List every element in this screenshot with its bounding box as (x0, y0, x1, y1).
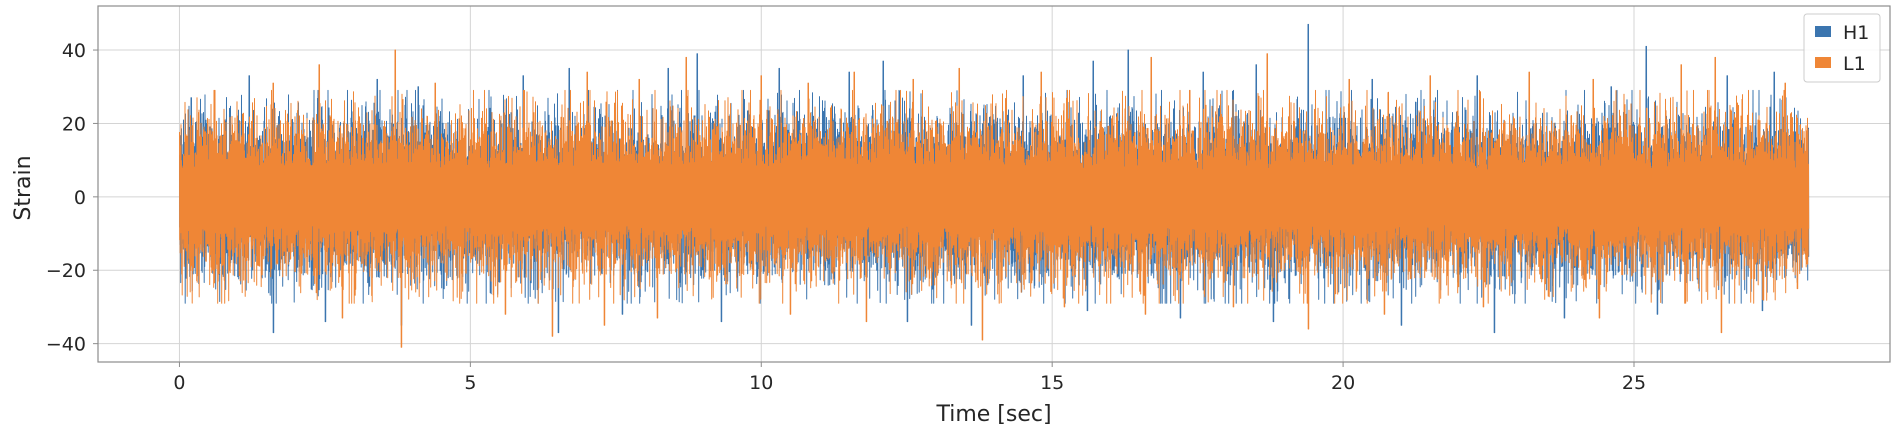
y-tick-label-2: 0 (74, 187, 86, 209)
x-tick-label-0: 0 (173, 372, 185, 394)
y-tick-label-0: −40 (46, 334, 86, 356)
series-line-l1 (179, 49, 1810, 348)
x-axis-label: Time [sec] (935, 402, 1051, 427)
y-tick-label-1: −20 (46, 260, 86, 282)
y-tick-label-4: 40 (62, 40, 86, 62)
x-tick-label-1: 5 (464, 372, 476, 394)
plot-frame (97, 5, 1891, 363)
y-axis-ticks: −40 −20 0 20 40 (46, 40, 98, 356)
legend: H1 L1 (1803, 13, 1881, 83)
x-tick-label-4: 20 (1331, 372, 1355, 394)
y-tick-label-3: 20 (62, 113, 86, 135)
legend-label-h1: H1 (1843, 22, 1869, 44)
legend-swatch-h1 (1815, 26, 1831, 37)
legend-label-l1: L1 (1843, 53, 1866, 75)
x-tick-label-2: 10 (749, 372, 773, 394)
x-tick-label-5: 25 (1622, 372, 1646, 394)
legend-swatch-l1 (1815, 57, 1831, 68)
series-layer (179, 23, 1810, 348)
x-tick-label-3: 15 (1040, 372, 1064, 394)
y-axis-label: Strain (11, 155, 36, 220)
x-axis-ticks: 0 5 10 15 20 25 (173, 362, 1646, 394)
